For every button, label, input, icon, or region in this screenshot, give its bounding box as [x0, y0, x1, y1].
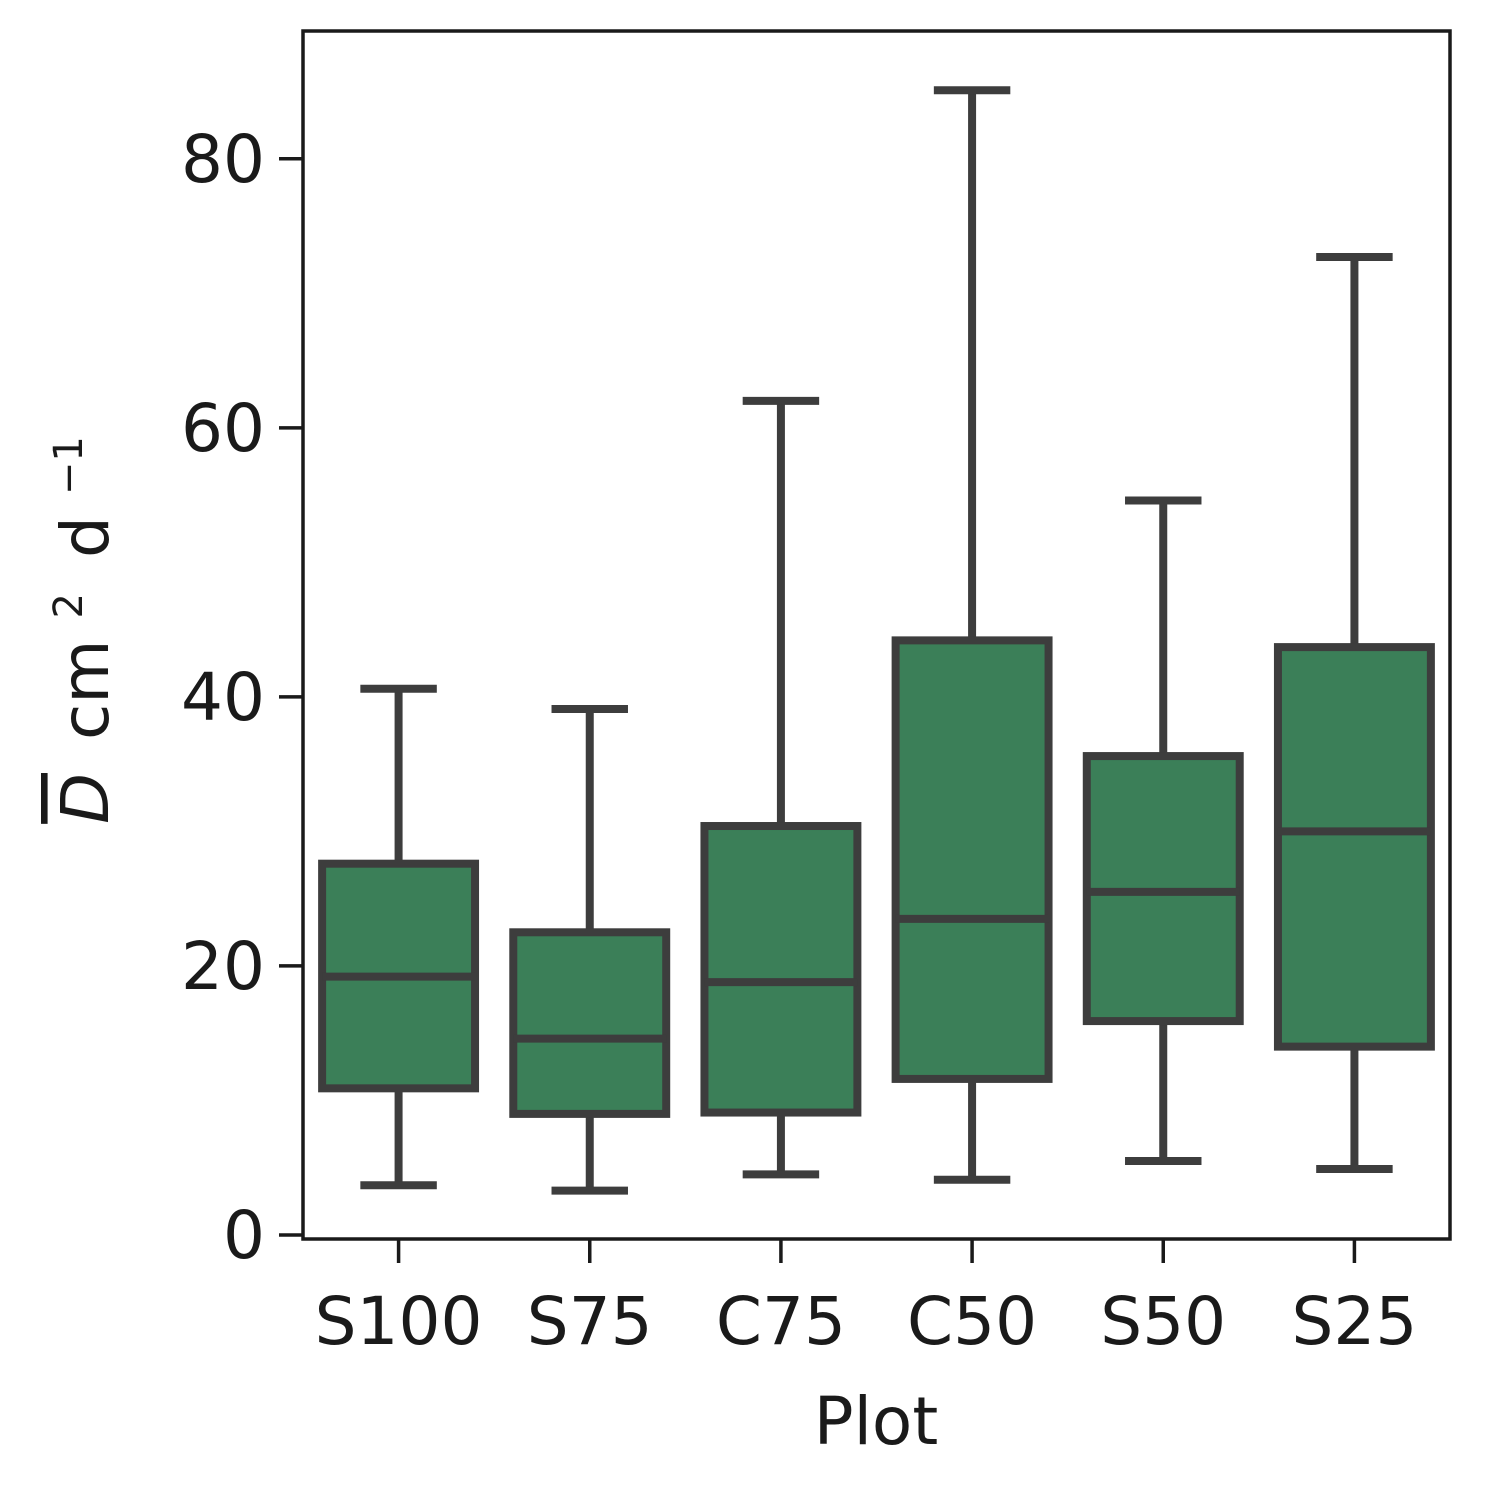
- x-tick-label: C50: [907, 1283, 1037, 1360]
- y-axis-label-time: d: [47, 516, 124, 558]
- y-axis-label-symbol: D: [47, 773, 124, 824]
- y-tick-label: 40: [181, 659, 265, 736]
- x-tick-label: S25: [1291, 1283, 1417, 1360]
- box-c50: [891, 86, 1053, 1184]
- x-axis-ticks: S100 S75 C75 C50 S50 S25: [315, 1239, 1417, 1360]
- x-axis-label: Plot: [814, 1383, 938, 1460]
- box-series: [318, 86, 1435, 1195]
- box-s100: [318, 684, 480, 1190]
- y-axis-label-unit-exp: 2: [46, 593, 92, 618]
- x-tick-label: S75: [527, 1283, 653, 1360]
- y-tick-label: 60: [181, 390, 265, 467]
- box-iqr: [1273, 643, 1435, 1051]
- box-s25: [1273, 252, 1435, 1174]
- box-c75: [700, 396, 862, 1179]
- box-s75: [509, 704, 671, 1195]
- y-axis-ticks: 0 20 40 60 80: [181, 121, 303, 1274]
- box-iqr: [700, 822, 862, 1117]
- y-axis-label-time-exp: −1: [46, 436, 92, 495]
- y-axis-label-unit: cm: [47, 639, 124, 740]
- y-axis-label: D cm 2 d −1: [21, 436, 124, 824]
- plot-frame: [301, 29, 1452, 1241]
- box-s50: [1082, 496, 1244, 1165]
- box-iqr: [891, 636, 1053, 1083]
- y-tick-label: 0: [223, 1197, 265, 1274]
- x-tick-label: S50: [1100, 1283, 1226, 1360]
- x-tick-label: C75: [716, 1283, 846, 1360]
- svg-text:D cm 2 d: D cm 2 d −1: [21, 436, 124, 824]
- y-tick-label: 80: [181, 121, 265, 198]
- box-iqr: [509, 928, 671, 1118]
- x-tick-label: S100: [315, 1283, 483, 1360]
- y-tick-label: 20: [181, 928, 265, 1005]
